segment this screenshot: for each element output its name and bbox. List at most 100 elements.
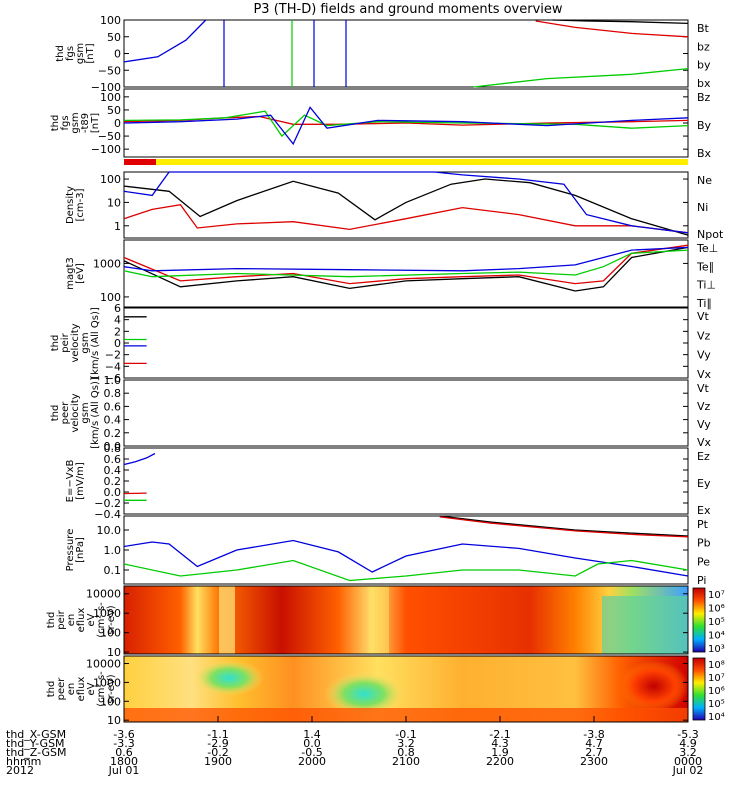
x-row-value: 0000 [674,755,702,768]
panel-frame [123,171,689,239]
y-tick-label: 0 [114,337,121,350]
y-axis-label-line: peer [56,677,67,701]
y-axis-label-line: -t89 [80,113,91,133]
spectrogram-blob [619,661,689,711]
y-axis-label-line: gsm [80,402,91,423]
series-Ni [123,178,689,236]
series-Te∥ [123,246,689,292]
legend-Ti∥: Ti∥ [696,297,712,310]
y-axis-label: magt3 [eV] [65,257,86,290]
y-axis-label-line: gsm [80,332,91,353]
y-tick-label: 0.2 [104,475,122,488]
x-row-value: 1800 [110,755,138,768]
y-axis-label-line: velocity [70,323,81,362]
panel-fgs: 100 50 0 −50 −100 thd fgs gsm [nT] Bt bz by bx [55,14,711,94]
x-row-label: 2012 [6,764,34,777]
colorbar-label: 10⁴ [708,631,725,642]
y-axis-label-line: sr-eV) [106,674,117,703]
x-row-value: Jul 01 [108,764,140,777]
x-row-value: 4.9 [679,737,697,750]
y-tick-label: 6 [114,302,121,315]
series-Te⊥ [123,244,689,285]
legend-Pt: Pt [697,518,709,531]
panel-frame [123,239,689,308]
y-axis-label: thd peir velocity gsm [km/s (All Qs)] [50,307,101,379]
legend-Ez: Ez [697,450,710,463]
panel-peer_eflux: 10⁸ 10⁷ 10⁶ 10⁵ 10⁴ 10000 1000 100 10 thd peer en ef… [46,655,725,727]
panel-frame [123,307,689,379]
legend-Vy: Vy [697,418,711,431]
x-row-value: 2.7 [585,746,603,759]
y-axis-label-line: velocity [70,393,81,432]
y-tick-label: 100 [100,695,121,708]
legend-Pe: Pe [697,555,710,568]
x-row-value: 2200 [486,755,514,768]
legend-Vt: Vt [697,382,710,395]
panel-temperature: 1000 100 magt3 [eV] Te⊥ Te∥ Ti⊥ Ti∥ [65,239,718,310]
y-axis-label: thd peer velocity gsm [km/s (All Qs)] [50,377,101,449]
x-row-value: 1.4 [303,728,321,741]
y-axis-label-line: Pressure [65,529,76,572]
y-axis-label: thd fgs gsm [nT] [55,43,96,64]
y-tick-label: 4 [114,314,121,327]
series-Ti⊥ [123,246,689,272]
y-tick-label: 10 [107,196,121,209]
y-tick-label: 1000 [93,676,121,689]
y-tick-label: 0 [114,117,121,130]
legend-Pb: Pb [697,537,711,550]
x-row-value: -3.3 [113,737,134,750]
y-axis-label-line: Density [65,186,76,224]
y-tick-label: 100 [100,627,121,640]
x-row-value: -5.3 [677,728,698,741]
y-tick-label: 1000 [93,257,121,270]
spectrogram-blob [194,660,264,696]
legend-bx: bx [697,77,711,90]
legend-Ex: Ex [697,504,711,517]
x-row-value: -3.8 [583,728,604,741]
colorbar-label: 10⁵ [708,617,725,628]
y-tick-label: −50 [98,130,121,143]
legend-Vy: Vy [697,349,711,362]
colorbar-label: 10⁵ [708,699,725,710]
y-tick-label: 1 [114,220,121,233]
y-axis-label-line: (cm²-s- [96,671,107,707]
x-row-value: 2300 [580,755,608,768]
y-axis-label-line: eflux [76,677,87,702]
series-Bt [552,19,689,25]
y-tick-label: 0.6 [104,453,122,466]
x-row-label: thd_X-GSM [6,728,66,741]
series-by [473,67,689,88]
y-axis-label-line: (cm²-s- [96,602,107,638]
series-Ne [123,203,689,234]
x-row-value: 1.9 [491,746,509,759]
y-axis-label-line: eV [86,682,97,695]
y-axis-label: thd peer en eflux eV (cm²-s-sr-eV) [46,671,117,707]
legend-Vz: Vz [697,400,711,413]
x-row-value: -3.6 [113,728,134,741]
y-axis-label-line: thd [50,405,61,422]
panel-density: 100 10 1 Density [cm-3] Ne Ni Npot [65,171,724,241]
colorbar-label: 10⁶ [708,604,725,615]
y-tick-label: 50 [107,104,121,117]
x-row-value: -0.2 [207,746,228,759]
y-axis-label-line: thd [46,612,57,629]
y-tick-label: 10000 [86,658,121,671]
y-axis-label-line: [nT] [90,113,101,133]
legend-Ni: Ni [697,201,708,214]
colorbar-label: 10⁷ [708,673,725,684]
y-axis-label-line: thd [55,45,66,62]
y-axis-label-line: eV [86,613,97,626]
legend-Te⊥: Te⊥ [696,242,718,255]
y-axis-label-line: magt3 [65,257,76,290]
y-tick-label: 0.1 [104,564,122,577]
spectrogram-band [124,708,688,722]
x-row-label: thd_Y-GSM [6,737,65,750]
y-tick-label: 0.8 [104,442,122,455]
y-tick-label: 0.2 [104,427,122,440]
series-Pt [439,515,689,537]
x-row-value: -0.1 [395,728,416,741]
y-axis-label-line: peir [56,609,67,629]
y-axis-label-line: gsm [70,112,81,133]
y-tick-label: 100 [100,14,121,27]
spectrogram-fill [124,586,688,654]
